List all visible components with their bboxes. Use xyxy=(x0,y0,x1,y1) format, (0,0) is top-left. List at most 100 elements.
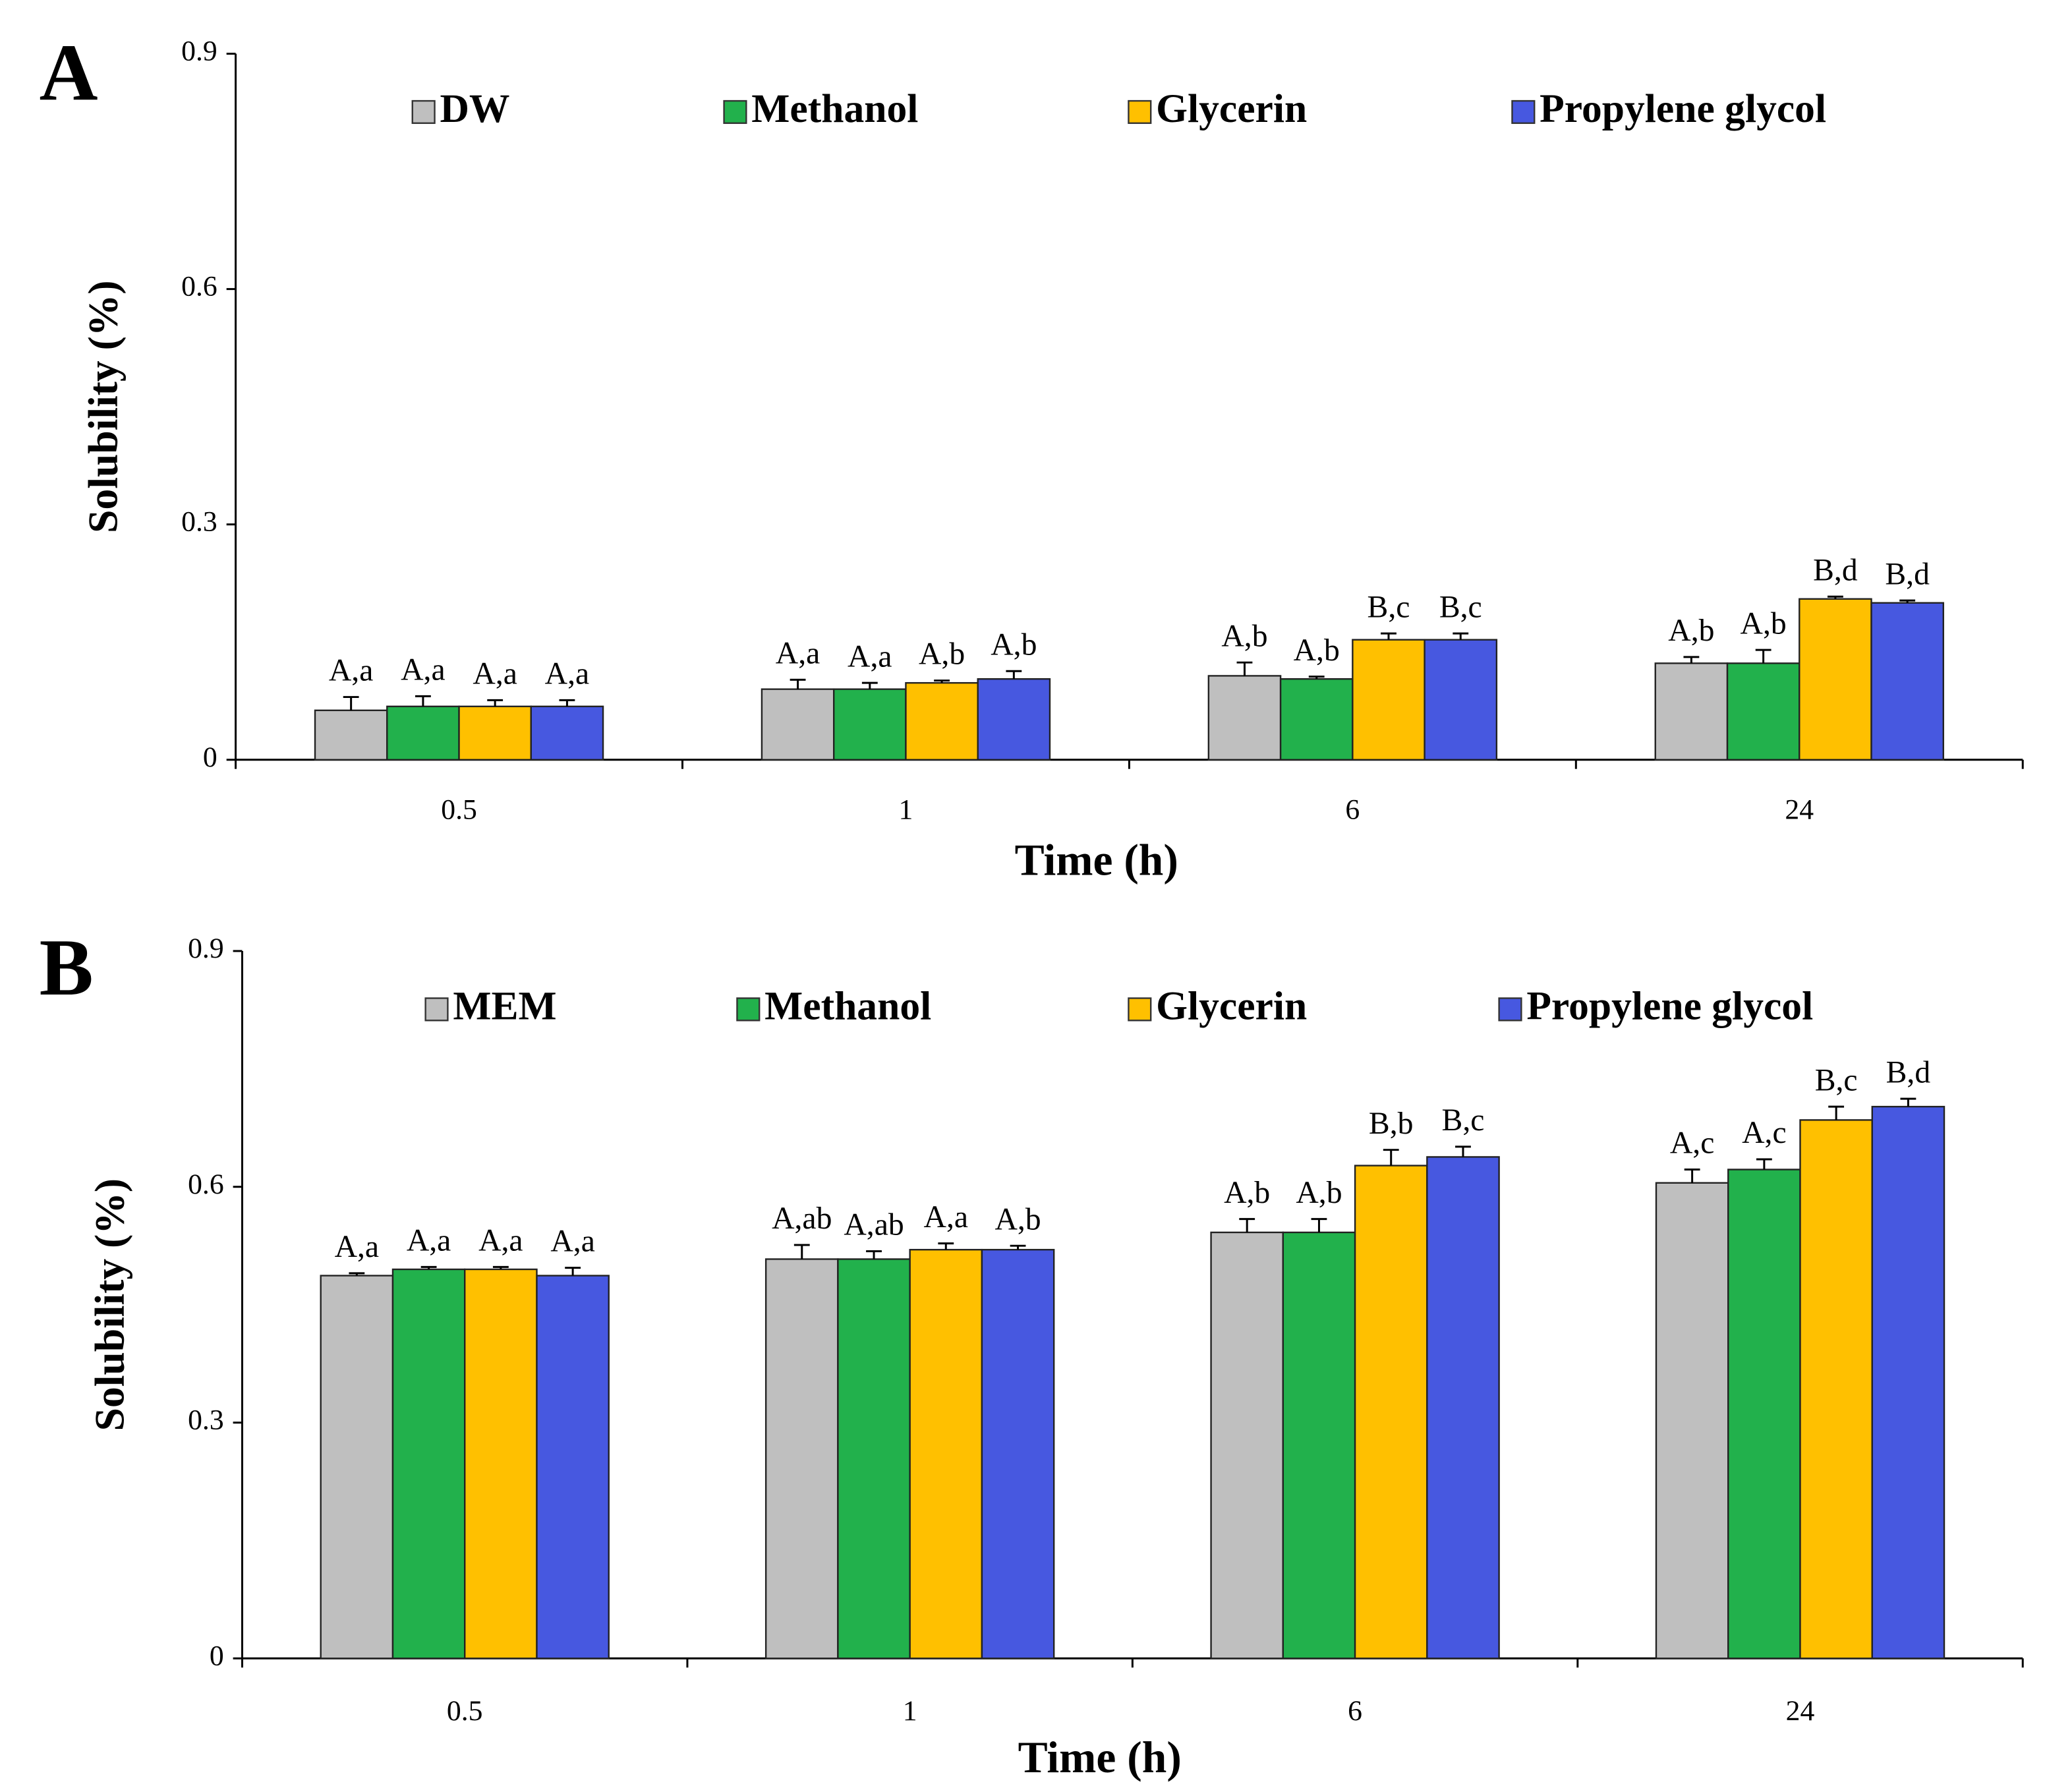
significance-letters: B,b xyxy=(1369,1107,1414,1141)
bar xyxy=(1282,1231,1356,1660)
bar xyxy=(909,1248,983,1660)
error-bar xyxy=(938,1242,954,1250)
legend-swatch xyxy=(1128,100,1152,125)
x-axis-title: Time (h) xyxy=(1018,1733,1182,1782)
bar xyxy=(1426,1156,1500,1660)
error-bar xyxy=(1311,1218,1327,1232)
significance-letters: B,c xyxy=(1439,590,1482,624)
legend-label: Methanol xyxy=(764,984,931,1029)
y-tick-label: 0 xyxy=(203,741,217,773)
significance-letters: A,b xyxy=(994,1202,1041,1236)
error-bar xyxy=(1010,1244,1026,1250)
significance-letters: A,c xyxy=(1742,1116,1786,1150)
significance-letters: A,b xyxy=(1296,1176,1342,1210)
legend-label: DW xyxy=(440,86,509,131)
bar xyxy=(981,1248,1055,1660)
significance-letters: A,b xyxy=(1221,619,1267,653)
significance-letters: A,b xyxy=(991,627,1037,662)
significance-letters: A,ab xyxy=(772,1201,832,1236)
bar xyxy=(1210,1231,1284,1660)
bar xyxy=(536,1275,610,1660)
y-tick-label: 0.6 xyxy=(181,271,217,303)
bar xyxy=(386,705,460,761)
bar xyxy=(1726,662,1800,761)
error-bar xyxy=(1381,632,1397,640)
significance-letters: A,b xyxy=(1224,1176,1270,1210)
error-bar xyxy=(1827,595,1843,599)
bar xyxy=(1279,678,1354,761)
x-tick-label: 0.5 xyxy=(447,1695,483,1727)
legend-swatch xyxy=(411,100,436,125)
error-bar xyxy=(1453,632,1469,640)
legend-swatch xyxy=(736,997,761,1022)
x-tick-label: 1 xyxy=(899,794,913,825)
y-tick-label: 0.3 xyxy=(181,506,217,538)
bar xyxy=(1799,1119,1873,1660)
significance-letters: A,a xyxy=(924,1200,968,1234)
significance-letters: A,c xyxy=(1670,1126,1714,1161)
bar xyxy=(1870,602,1944,761)
x-tick-label: 6 xyxy=(1345,794,1360,825)
error-bar xyxy=(487,699,504,707)
bar xyxy=(764,1258,839,1660)
significance-letters: B,d xyxy=(1886,1055,1931,1089)
y-tick-label: 0.6 xyxy=(188,1169,224,1200)
legend-swatch xyxy=(1128,997,1152,1022)
bar xyxy=(464,1268,538,1660)
significance-letters: A,a xyxy=(478,1224,523,1258)
y-axis-title: Solubility (%) xyxy=(86,1178,132,1431)
bar xyxy=(1655,1182,1729,1660)
error-bar xyxy=(790,678,806,689)
significance-letters: B,c xyxy=(1815,1063,1858,1097)
bar xyxy=(1871,1105,1945,1660)
significance-letters: A,ab xyxy=(844,1208,904,1242)
bar xyxy=(1799,598,1872,761)
significance-letters: A,a xyxy=(848,639,892,674)
error-bar xyxy=(559,699,575,707)
bar xyxy=(1354,1165,1428,1660)
legend-swatch xyxy=(723,100,747,125)
error-bar xyxy=(793,1244,810,1259)
legend-label: Glycerin xyxy=(1156,86,1307,131)
bar xyxy=(837,1258,911,1660)
x-tick-label: 0.5 xyxy=(441,794,477,825)
error-bar xyxy=(1455,1145,1471,1157)
error-bar xyxy=(343,696,359,710)
y-tick-label: 0.3 xyxy=(188,1404,224,1436)
error-bar xyxy=(1899,599,1916,603)
bar xyxy=(530,705,604,761)
error-bar xyxy=(1756,1158,1772,1170)
error-bar xyxy=(420,1265,437,1269)
significance-letters: B,d xyxy=(1813,553,1858,587)
legend-label: Propylene glycol xyxy=(1540,86,1826,131)
error-bar xyxy=(1236,661,1253,676)
bar xyxy=(1207,675,1282,761)
significance-letters: A,a xyxy=(545,656,589,691)
bar xyxy=(977,678,1051,761)
significance-letters: A,b xyxy=(1668,614,1714,648)
significance-letters: A,a xyxy=(401,653,445,687)
bar xyxy=(458,705,532,761)
bar xyxy=(391,1268,466,1660)
y-tick-label: 0.9 xyxy=(181,36,217,67)
y-axis-title: Solubility (%) xyxy=(80,280,127,533)
significance-letters: B,c xyxy=(1442,1103,1485,1138)
error-bar xyxy=(1828,1105,1845,1120)
significance-letters: B,c xyxy=(1368,590,1410,624)
error-bar xyxy=(1006,670,1022,679)
error-bar xyxy=(1684,1169,1700,1183)
error-bar xyxy=(861,681,878,689)
legend-swatch xyxy=(424,997,449,1022)
significance-letters: A,a xyxy=(473,656,517,691)
bar xyxy=(1352,639,1426,761)
significance-letters: A,b xyxy=(1741,606,1787,641)
error-bar xyxy=(1383,1149,1399,1166)
error-bar xyxy=(1683,656,1700,664)
x-tick-label: 6 xyxy=(1348,1695,1362,1727)
error-bar xyxy=(492,1265,509,1269)
error-bar xyxy=(1755,649,1771,664)
error-bar xyxy=(1308,676,1325,679)
error-bar xyxy=(415,695,431,707)
significance-letters: A,a xyxy=(407,1224,451,1258)
